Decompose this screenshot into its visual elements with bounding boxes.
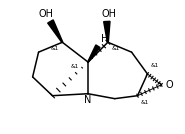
Text: O: O <box>165 80 173 90</box>
Polygon shape <box>88 45 100 62</box>
Polygon shape <box>48 20 63 42</box>
Text: OH: OH <box>101 8 116 18</box>
Text: &1: &1 <box>112 46 120 51</box>
Polygon shape <box>104 21 110 42</box>
Text: &1: &1 <box>150 63 159 68</box>
Text: &1: &1 <box>70 64 78 69</box>
Text: H: H <box>101 34 108 44</box>
Text: N: N <box>84 95 92 105</box>
Text: &1: &1 <box>51 46 59 51</box>
Text: &1: &1 <box>140 100 149 105</box>
Text: OH: OH <box>39 8 54 18</box>
